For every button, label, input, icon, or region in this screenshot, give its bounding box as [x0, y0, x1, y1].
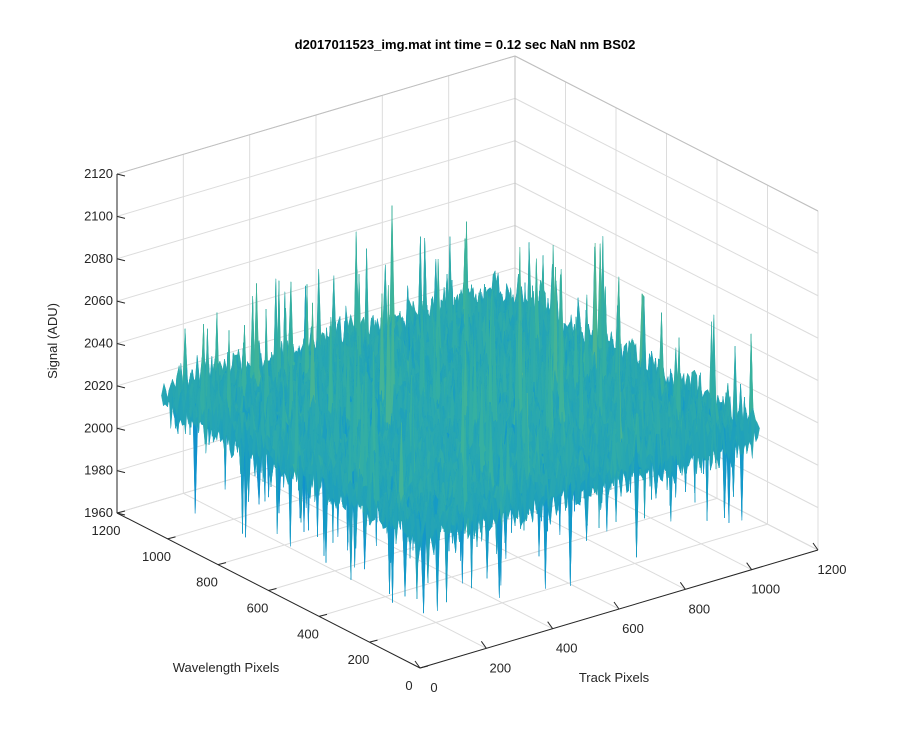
grid-line-floor-y: [369, 523, 768, 643]
grid-line-sidewall-z: [514, 182, 819, 339]
grid-line-sidewall-z: [514, 97, 819, 254]
grid-line-backwall-z: [116, 182, 516, 302]
grid-line-backwall-z: [116, 97, 516, 217]
grid-line-sidewall-z: [514, 267, 819, 424]
grid-line-backwall-z: [116, 225, 516, 344]
grid-line-backwall-z: [116, 140, 516, 260]
surface-layer: [161, 205, 760, 614]
grid-line-sidewall-z: [514, 140, 819, 297]
grid-line-floor-y: [318, 497, 718, 617]
box-edge: [116, 55, 516, 175]
grid-line-sidewall-z: [514, 225, 819, 381]
box-edge: [514, 55, 819, 212]
